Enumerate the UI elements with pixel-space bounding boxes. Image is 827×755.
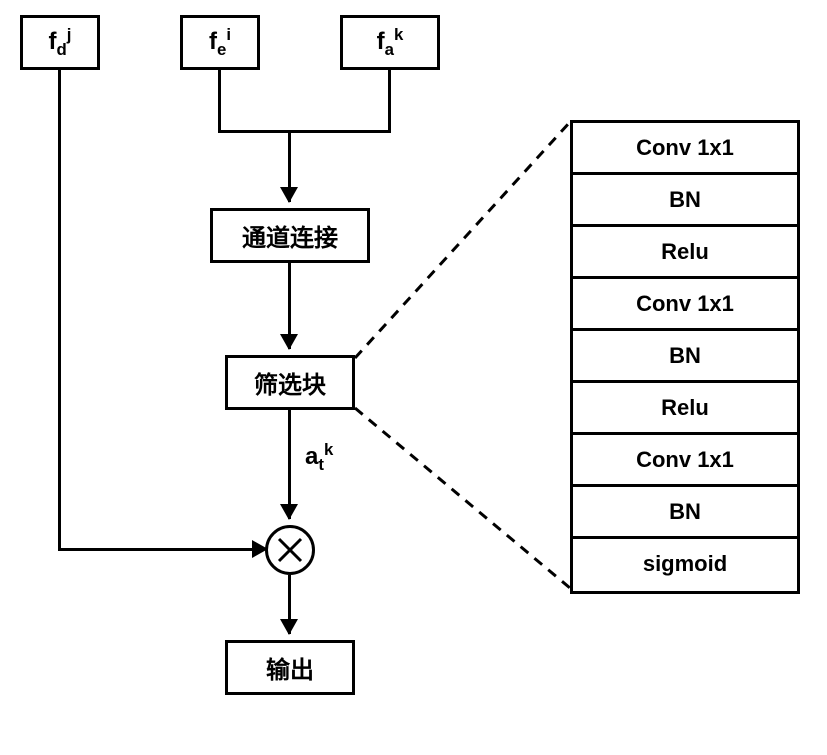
- fa-label: fak: [377, 25, 404, 60]
- multiply-op: [265, 525, 315, 575]
- atk-label: atk: [305, 440, 333, 475]
- filter-block: 筛选块: [225, 355, 355, 410]
- concat-label: 通道连接: [242, 218, 338, 253]
- fe-label: fei: [209, 25, 231, 60]
- stack-row-5: Relu: [573, 383, 797, 435]
- arrow-to-multiply: [288, 410, 291, 519]
- concat-block: 通道连接: [210, 208, 370, 263]
- line-fd-right: [58, 548, 253, 551]
- stack-row-7: BN: [573, 487, 797, 539]
- arrow-to-output: [288, 575, 291, 634]
- stack-row-3: Conv 1x1: [573, 279, 797, 331]
- arrow-to-concat: [288, 130, 291, 202]
- input-fd: fdj: [20, 15, 100, 70]
- output-label: 输出: [266, 650, 314, 685]
- arrowhead-right: [252, 540, 268, 558]
- fd-label: fdj: [49, 25, 72, 60]
- input-fa: fak: [340, 15, 440, 70]
- line-fe-down: [218, 70, 221, 132]
- line-fd-down: [58, 70, 61, 550]
- stack-row-6: Conv 1x1: [573, 435, 797, 487]
- filter-label: 筛选块: [254, 365, 326, 400]
- stack-row-0: Conv 1x1: [573, 123, 797, 175]
- line-fa-down: [388, 70, 391, 132]
- layer-stack: Conv 1x1 BN Relu Conv 1x1 BN Relu Conv 1…: [570, 120, 800, 594]
- stack-row-1: BN: [573, 175, 797, 227]
- input-fe: fei: [180, 15, 260, 70]
- arrow-to-filter: [288, 263, 291, 349]
- output-block: 输出: [225, 640, 355, 695]
- stack-row-4: BN: [573, 331, 797, 383]
- line-merge-h: [218, 130, 391, 133]
- stack-row-8: sigmoid: [573, 539, 797, 591]
- stack-row-2: Relu: [573, 227, 797, 279]
